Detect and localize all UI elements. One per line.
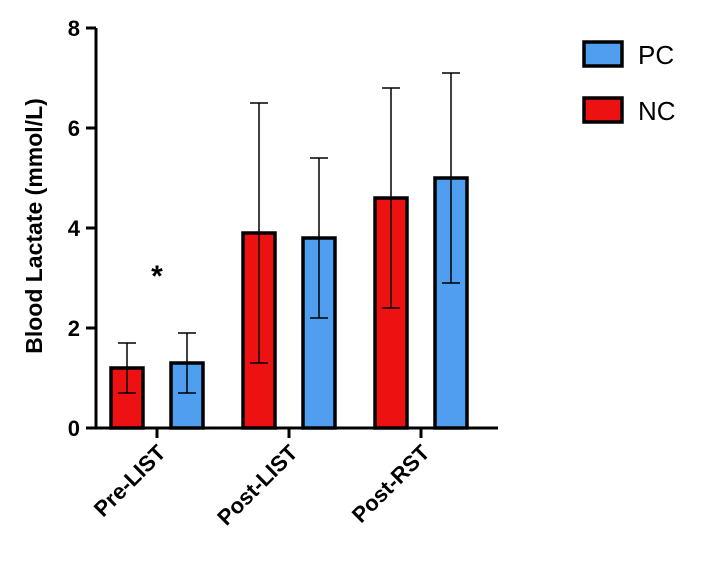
bar-group-nc — [241, 102, 277, 430]
legend-label: NC — [638, 96, 676, 126]
legend: PC NC — [582, 40, 676, 126]
bars — [109, 72, 469, 430]
y-axis-title: Blood Lactate (mmol/L) — [21, 98, 47, 354]
legend-label: PC — [638, 40, 674, 70]
legend-item-nc: NC — [582, 96, 676, 126]
y-tick-label: 8 — [68, 16, 80, 41]
significance-asterisk: * — [151, 260, 163, 293]
y-tick-label: 0 — [68, 416, 80, 441]
annotations: * — [151, 260, 163, 293]
legend-swatch — [582, 96, 624, 124]
x-category-label: Post-RST — [347, 439, 435, 527]
y-tick-label: 2 — [68, 316, 80, 341]
axes — [94, 28, 498, 430]
bar-group-pc — [301, 157, 337, 430]
bar-group-pc — [433, 72, 469, 430]
x-category-label: Post-LIST — [212, 439, 303, 530]
legend-swatch — [582, 40, 624, 68]
x-axis-category-labels: Pre-LIST Post-LIST Post-RST — [89, 428, 435, 530]
x-category-label: Pre-LIST — [89, 439, 171, 521]
bar-group-pc — [169, 332, 205, 430]
bar-group-nc — [109, 342, 145, 430]
y-axis-ticks: 0 2 4 6 8 — [68, 16, 96, 441]
legend-item-pc: PC — [582, 40, 674, 70]
y-tick-label: 4 — [68, 216, 81, 241]
bar-group-nc — [373, 87, 409, 430]
y-tick-label: 6 — [68, 116, 80, 141]
